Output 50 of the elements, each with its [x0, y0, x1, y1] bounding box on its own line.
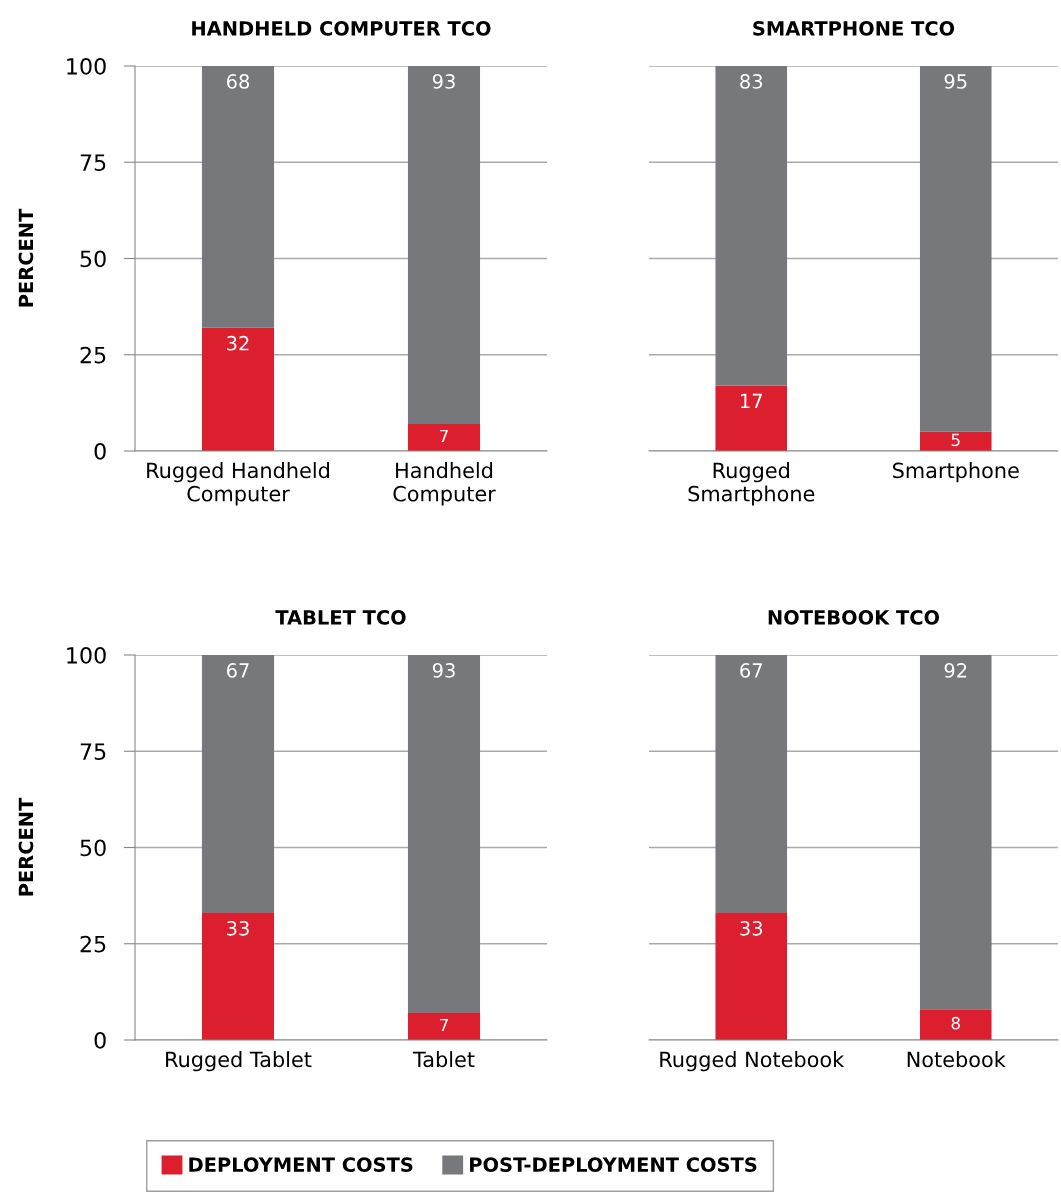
data-label: 83	[740, 74, 763, 89]
legend-label: DEPLOYMENT COSTS	[189, 1157, 413, 1172]
bar	[201, 327, 275, 451]
y-tick-label: 75	[80, 743, 106, 761]
bar	[407, 1013, 481, 1040]
chart-title: HANDHELD COMPUTER TCO	[192, 21, 491, 36]
y-tick-label: 75	[80, 154, 106, 172]
legend-label: POST-DEPLOYMENT COSTS	[470, 1157, 757, 1172]
y-tick-label: 25	[80, 346, 106, 364]
x-tick-label: Notebook	[907, 1051, 1006, 1068]
y-axis-title: PERCENT	[18, 208, 34, 307]
data-label: 7	[440, 1018, 448, 1032]
data-label: 33	[740, 920, 763, 936]
data-label: 93	[432, 74, 455, 89]
x-tick-label: Handheld Computer	[393, 462, 496, 506]
chart-title: SMARTPHONE TCO	[753, 21, 955, 36]
data-label: 93	[432, 663, 455, 678]
y-tick-label: 0	[94, 1031, 106, 1049]
x-tick-label: Rugged Tablet	[166, 1051, 312, 1072]
chart-title: TABLET TCO	[275, 610, 406, 625]
x-tick-label: Rugged Handheld Computer	[147, 462, 329, 506]
data-label: 5	[951, 433, 960, 447]
y-axis-title: PERCENT	[18, 797, 34, 896]
x-tick-label: Smartphone	[893, 462, 1019, 483]
bar	[407, 66, 481, 425]
y-tick-label: 100	[67, 57, 106, 75]
data-label: 7	[440, 429, 448, 443]
bar	[201, 655, 275, 913]
data-label: 67	[226, 663, 249, 678]
y-tick-label: 50	[80, 839, 106, 857]
chart-title: NOTEBOOK TCO	[768, 610, 940, 625]
x-tick-label: Tablet	[412, 1051, 475, 1068]
bar	[201, 912, 275, 1040]
bar	[407, 424, 481, 451]
data-label: 68	[226, 74, 250, 89]
y-tick-label: 25	[80, 935, 106, 953]
bar	[407, 655, 481, 1014]
x-tick-label: Rugged Notebook	[660, 1051, 845, 1072]
data-label: 17	[741, 393, 762, 409]
y-tick-label: 0	[94, 442, 106, 460]
data-label: 92	[944, 663, 967, 678]
data-label: 95	[944, 74, 967, 89]
y-tick-label: 50	[80, 250, 106, 268]
data-label: 33	[227, 920, 249, 936]
data-label: 8	[951, 1016, 960, 1030]
bar	[201, 66, 275, 328]
y-tick-label: 100	[67, 646, 106, 664]
data-label: 32	[227, 335, 249, 351]
data-label: 67	[740, 663, 762, 678]
x-tick-label: Rugged Smartphone	[688, 462, 815, 506]
